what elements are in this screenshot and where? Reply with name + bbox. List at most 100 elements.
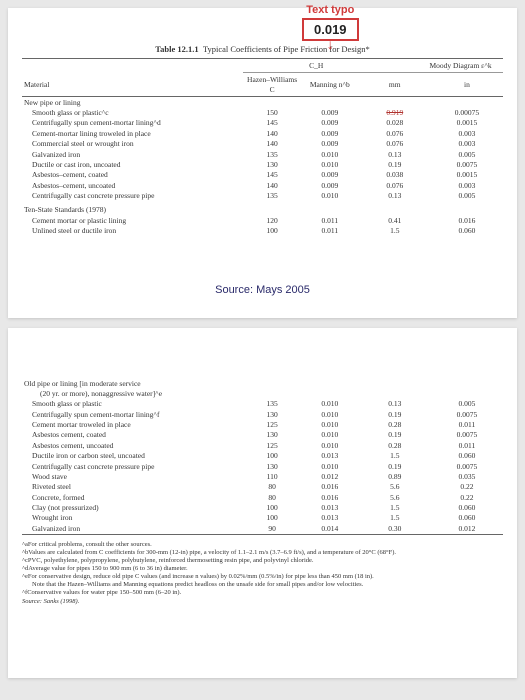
col-hw: Hazen–Williams C: [243, 73, 301, 96]
cell-material: Smooth glass or plastic: [22, 399, 243, 409]
cell-hw: 100: [243, 451, 301, 461]
cell-material: Ductile or cast iron, uncoated: [22, 159, 243, 169]
cell-material: Centrifugally cast concrete pressure pip…: [22, 461, 243, 471]
cell-material: Galvanized iron: [22, 523, 243, 533]
cell-hw: 130: [243, 409, 301, 419]
footnote-line: ^dAverage value for pipes 150 to 900 mm …: [22, 565, 503, 573]
cell-mn: 0.011: [301, 215, 359, 225]
cell-material: Cement mortar or plastic lining: [22, 215, 243, 225]
cell-in: 0.0015: [431, 170, 503, 180]
cell-mm: 1.5: [359, 513, 431, 523]
cell-hw: 80: [243, 492, 301, 502]
cell-mn: 0.010: [301, 191, 359, 201]
cell-hw: 100: [243, 513, 301, 523]
section-old: Old pipe or lining [in moderate service: [22, 378, 243, 388]
cell-mm: 0.13: [359, 149, 431, 159]
cell-in: 0.0075: [431, 461, 503, 471]
table-row: Centrifugally spun cement-mortar lining^…: [22, 118, 503, 128]
cell-mn: 0.010: [301, 409, 359, 419]
cell-hw: 135: [243, 149, 301, 159]
table-row: Commercial steel or wrought iron1400.009…: [22, 139, 503, 149]
cell-material: Ductile iron or carbon steel, uncoated: [22, 451, 243, 461]
table-row: Cement-mortar lining troweled in place14…: [22, 128, 503, 138]
friction-table-old: Old pipe or lining [in moderate service …: [22, 378, 503, 534]
col-manning: Manning n^b: [301, 73, 359, 96]
cell-mm: 0.13: [359, 399, 431, 409]
table-row: Centrifugally spun cement-mortar lining^…: [22, 409, 503, 419]
typo-value-box: 0.019: [302, 18, 359, 41]
cell-in: 0.011: [431, 440, 503, 450]
col-ch: C_H: [282, 59, 350, 72]
friction-table-new: New pipe or lining Smooth glass or plast…: [22, 97, 503, 201]
cell-material: Asbestos–cement, coated: [22, 170, 243, 180]
cell-mm: 1.5: [359, 226, 431, 236]
cell-material: Wood stave: [22, 471, 243, 481]
footnote-line: ^cPVC, polyethylene, polypropylene, poly…: [22, 557, 503, 565]
cell-mm: 5.6: [359, 482, 431, 492]
table-row: Asbestos–cement, uncoated1400.0090.0760.…: [22, 180, 503, 190]
table-row: Asbestos cement, uncoated1250.0100.280.0…: [22, 440, 503, 450]
cell-in: 0.005: [431, 191, 503, 201]
cell-hw: 90: [243, 523, 301, 533]
table-row: Galvanized iron900.0140.300.012: [22, 523, 503, 533]
cell-in: 0.003: [431, 180, 503, 190]
cell-material: Centrifugally cast concrete pressure pip…: [22, 191, 243, 201]
cell-in: 0.0075: [431, 430, 503, 440]
cell-material: Commercial steel or wrought iron: [22, 139, 243, 149]
table-row: Cement mortar or plastic lining1200.0110…: [22, 215, 503, 225]
cell-mm: 0.076: [359, 128, 431, 138]
footnote-line: ^aFor critical problems, consult the oth…: [22, 541, 503, 549]
cell-mm: 0.19: [359, 409, 431, 419]
cell-in: 0.035: [431, 471, 503, 481]
cell-material: Asbestos cement, coated: [22, 430, 243, 440]
cell-material: Riveted steel: [22, 482, 243, 492]
cell-material: Cement mortar troweled in place: [22, 420, 243, 430]
cell-hw: 140: [243, 139, 301, 149]
cell-mm: 1.5: [359, 503, 431, 513]
cell-mn: 0.009: [301, 139, 359, 149]
cell-mm: 0.038: [359, 170, 431, 180]
cell-material: Cement-mortar lining troweled in place: [22, 128, 243, 138]
cell-in: 0.060: [431, 451, 503, 461]
cell-in: 0.0075: [431, 409, 503, 419]
cell-in: 0.22: [431, 492, 503, 502]
cell-in: 0.00075: [431, 108, 503, 118]
cell-mm: 0.19: [359, 461, 431, 471]
cell-mm: 0.13: [359, 191, 431, 201]
cell-mn: 0.009: [301, 118, 359, 128]
cell-hw: 130: [243, 159, 301, 169]
cell-mn: 0.010: [301, 159, 359, 169]
cell-mn: 0.014: [301, 523, 359, 533]
cell-mn: 0.009: [301, 128, 359, 138]
cell-hw: 140: [243, 128, 301, 138]
cell-mn: 0.010: [301, 420, 359, 430]
footnote-line: ^fConservative values for water pipe 150…: [22, 589, 503, 597]
table-row: Cement mortar troweled in place1250.0100…: [22, 420, 503, 430]
cell-mn: 0.009: [301, 180, 359, 190]
footnote-line: ^bValues are calculated from C coefficie…: [22, 549, 503, 557]
cell-mm: 0.41: [359, 215, 431, 225]
cell-hw: 100: [243, 226, 301, 236]
cell-in: 0.0075: [431, 159, 503, 169]
table-row: Ductile or cast iron, uncoated1300.010 0.…: [22, 159, 503, 169]
cell-mn: 0.016: [301, 492, 359, 502]
cell-mm: 1.5: [359, 451, 431, 461]
cell-mm: 0.076: [359, 139, 431, 149]
table-number: Table 12.1.1: [155, 44, 198, 54]
cell-material: Concrete, formed: [22, 492, 243, 502]
cell-mn: 0.010: [301, 399, 359, 409]
cell-hw: 140: [243, 180, 301, 190]
cell-mm: 0.30: [359, 523, 431, 533]
cell-mn: 0.013: [301, 503, 359, 513]
cell-hw: 150: [243, 108, 301, 118]
cell-mn: 0.011: [301, 226, 359, 236]
section-new: New pipe or lining: [22, 97, 243, 107]
cell-hw: 110: [243, 471, 301, 481]
cell-material: Smooth glass or plastic^c: [22, 108, 243, 118]
cell-mm: 0.89: [359, 471, 431, 481]
table-row: Concrete, formed800.0165.60.22: [22, 492, 503, 502]
col-in: in: [431, 73, 503, 96]
cell-hw: 120: [243, 215, 301, 225]
cell-hw: 145: [243, 170, 301, 180]
table-row: Clay (not pressurized)1000.0131.50.060: [22, 503, 503, 513]
